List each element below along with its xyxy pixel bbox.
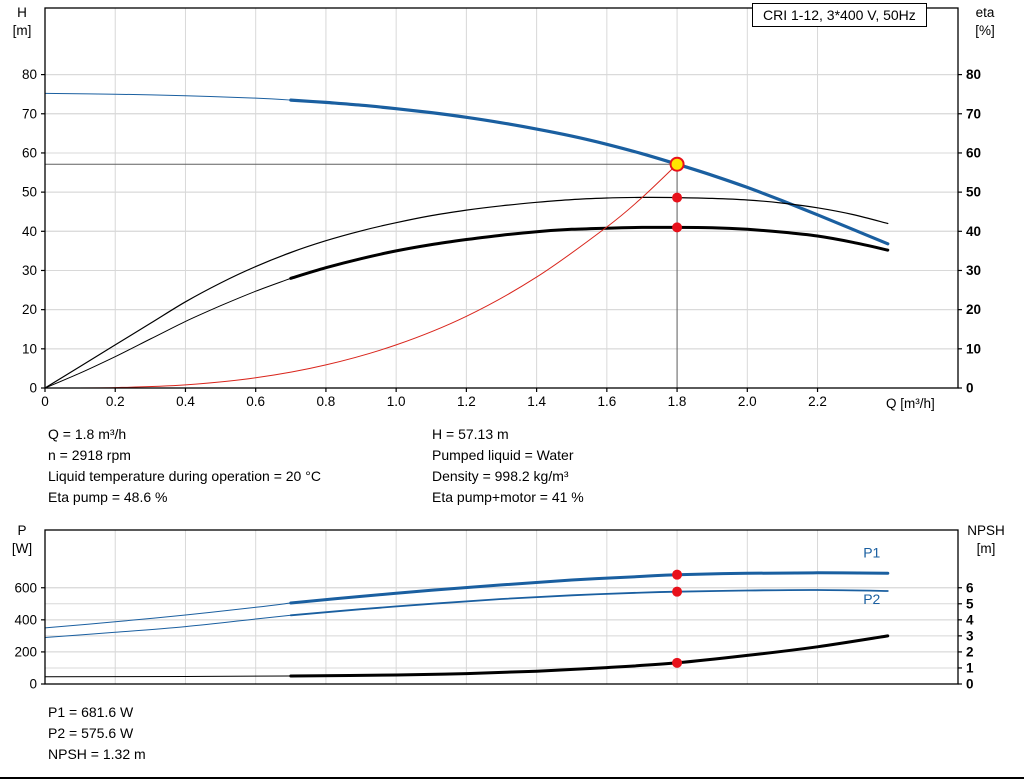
info-eta-pump-motor: Eta pump+motor = 41 % (432, 489, 584, 505)
p1-curve (289, 571, 890, 605)
p1-curve-lead (44, 602, 292, 629)
eta-axis-title: eta [%] (964, 4, 1006, 40)
svg-text:30: 30 (966, 263, 981, 278)
h-axis-title-line1: H (17, 5, 27, 20)
svg-text:40: 40 (22, 224, 37, 239)
npsh-point (672, 657, 683, 668)
svg-text:600: 600 (14, 580, 37, 595)
info-head: H = 57.13 m (432, 426, 509, 442)
pump-title-box: CRI 1-12, 3*400 V, 50Hz (752, 3, 927, 27)
pump-head-curve (289, 98, 890, 246)
svg-text:0: 0 (966, 381, 974, 396)
svg-text:50: 50 (966, 185, 981, 200)
eta-pump-curve (44, 196, 889, 389)
duty-info-right-column: H = 57.13 m Pumped liquid = Water Densit… (432, 424, 584, 508)
svg-text:200: 200 (14, 644, 37, 659)
svg-text:400: 400 (14, 612, 37, 627)
eta-pump-motor-curve (289, 225, 890, 280)
svg-text:40: 40 (966, 224, 981, 239)
svg-text:0: 0 (29, 381, 37, 396)
svg-text:2: 2 (966, 644, 974, 659)
svg-text:0.6: 0.6 (246, 394, 265, 409)
svg-text:0.8: 0.8 (317, 394, 336, 409)
h-axis-title: H [m] (4, 4, 40, 40)
result-p1: P1 = 681.6 W (48, 704, 134, 720)
svg-text:50: 50 (22, 185, 37, 200)
svg-text:3: 3 (966, 628, 974, 643)
info-pumped-liquid: Pumped liquid = Water (432, 447, 574, 463)
p-axis-title-line1: P (17, 523, 27, 538)
svg-text:6: 6 (966, 580, 974, 595)
svg-text:0.2: 0.2 (106, 394, 125, 409)
npsh-curve (289, 634, 890, 678)
svg-text:60: 60 (22, 145, 37, 160)
bottom-divider (0, 777, 1024, 779)
eta-pump-motor-point (672, 222, 683, 233)
eta-axis-title-line2: [%] (975, 23, 995, 38)
svg-text:2.0: 2.0 (738, 394, 757, 409)
svg-text:1.2: 1.2 (457, 394, 476, 409)
svg-text:0: 0 (966, 677, 974, 692)
npsh-axis-title-line1: NPSH (967, 523, 1005, 538)
svg-text:30: 30 (22, 263, 37, 278)
eta-pump-point (672, 192, 683, 203)
svg-text:70: 70 (22, 106, 37, 121)
head-flow-chart: 0 0.2 0.4 0.6 0.8 1.0 1.2 1.4 1.6 1.8 2.0 2.2 0 10 20 3… (22, 7, 981, 409)
pump-head-curve-lead (44, 92, 292, 101)
eta-pump-motor-curve-lead (44, 277, 292, 389)
results-block: P1 = 681.6 W P2 = 575.6 W NPSH = 1.32 m (48, 702, 146, 765)
duty-point[interactable] (669, 156, 685, 172)
svg-text:2.2: 2.2 (808, 394, 827, 409)
info-speed: n = 2918 rpm (48, 447, 131, 463)
svg-text:0: 0 (29, 677, 37, 692)
system-curve (44, 163, 678, 389)
p2-point (672, 586, 683, 597)
info-flow: Q = 1.8 m³/h (48, 426, 127, 442)
svg-text:10: 10 (22, 341, 37, 356)
svg-text:0: 0 (41, 394, 49, 409)
p2-curve-lead (44, 614, 292, 638)
svg-text:5: 5 (966, 596, 974, 611)
svg-text:80: 80 (22, 67, 37, 82)
svg-text:1.8: 1.8 (668, 394, 687, 409)
p2-curve (289, 589, 889, 617)
svg-text:1.6: 1.6 (597, 394, 616, 409)
svg-text:1.4: 1.4 (527, 394, 546, 409)
h-axis-title-line2: [m] (12, 23, 32, 38)
svg-text:1: 1 (966, 660, 974, 675)
p1-point (672, 569, 683, 580)
svg-text:20: 20 (22, 302, 37, 317)
info-density: Density = 998.2 kg/m³ (432, 468, 569, 484)
npsh-curve-lead (44, 675, 292, 678)
svg-text:60: 60 (966, 145, 981, 160)
info-eta-pump: Eta pump = 48.6 % (48, 489, 168, 505)
result-p2: P2 = 575.6 W (48, 725, 134, 741)
p1-curve-label: P1 (863, 544, 880, 560)
duty-info-left-column: Q = 1.8 m³/h n = 2918 rpm Liquid tempera… (48, 424, 321, 508)
svg-text:4: 4 (966, 612, 974, 627)
svg-text:0.4: 0.4 (176, 394, 195, 409)
svg-text:1.0: 1.0 (387, 394, 406, 409)
p-axis-title-line2: [W] (11, 541, 33, 556)
svg-text:10: 10 (966, 341, 981, 356)
p-axis-title: P [W] (4, 522, 40, 558)
result-npsh: NPSH = 1.32 m (48, 746, 146, 762)
npsh-axis-title-line2: [m] (976, 541, 996, 556)
p2-curve-label: P2 (863, 591, 880, 607)
info-liquid-temperature: Liquid temperature during operation = 20… (48, 468, 321, 484)
svg-text:20: 20 (966, 302, 981, 317)
eta-axis-title-line1: eta (975, 5, 995, 20)
q-axis-label: Q [m³/h] (886, 396, 935, 411)
svg-text:70: 70 (966, 106, 981, 121)
npsh-axis-title: NPSH [m] (958, 522, 1014, 558)
svg-text:80: 80 (966, 67, 981, 82)
